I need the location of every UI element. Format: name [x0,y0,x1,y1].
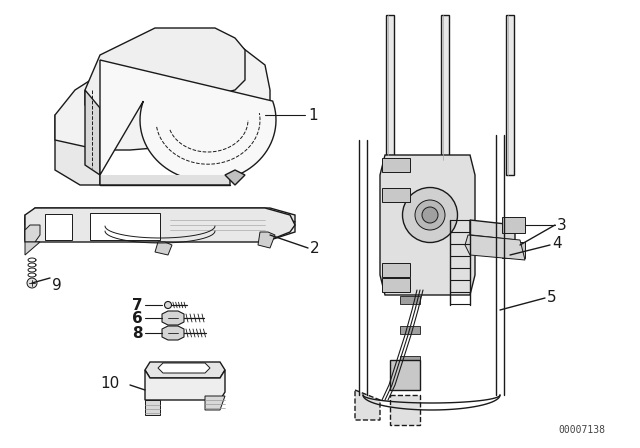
Polygon shape [390,360,420,390]
Polygon shape [45,214,72,240]
Polygon shape [55,115,100,185]
Polygon shape [85,90,100,175]
Text: 10: 10 [100,375,119,391]
Polygon shape [382,158,410,172]
Text: 6: 6 [132,310,143,326]
Polygon shape [380,155,475,295]
Circle shape [27,278,37,288]
Text: 00007138: 00007138 [558,425,605,435]
Text: 2: 2 [310,241,319,255]
Polygon shape [90,213,160,240]
Polygon shape [400,356,420,364]
Polygon shape [386,15,394,155]
Polygon shape [470,220,515,240]
Polygon shape [55,38,270,150]
Polygon shape [162,326,184,340]
Polygon shape [502,242,525,258]
Polygon shape [25,208,295,242]
Polygon shape [400,296,420,304]
Polygon shape [382,278,410,292]
Polygon shape [100,60,276,181]
Polygon shape [382,188,410,202]
Text: 7: 7 [132,297,143,313]
Ellipse shape [415,200,445,230]
Text: 4: 4 [552,236,562,250]
Polygon shape [258,232,275,248]
Polygon shape [506,15,514,175]
Polygon shape [25,242,40,255]
Polygon shape [158,363,210,373]
Polygon shape [25,225,40,242]
Polygon shape [355,390,380,420]
Text: 1: 1 [308,108,317,122]
Polygon shape [382,263,410,277]
Polygon shape [390,395,420,425]
Text: 9: 9 [52,277,61,293]
Polygon shape [502,217,525,233]
Circle shape [164,302,172,309]
Text: 8: 8 [132,326,143,340]
Ellipse shape [403,188,458,242]
Polygon shape [465,235,525,260]
Polygon shape [441,15,449,160]
Polygon shape [145,362,225,378]
Polygon shape [25,208,295,225]
Text: 3: 3 [557,217,567,233]
Polygon shape [145,400,160,415]
Circle shape [422,207,438,223]
Polygon shape [25,215,295,240]
Polygon shape [225,170,245,185]
Polygon shape [155,242,172,255]
Polygon shape [400,326,420,334]
Text: 5: 5 [547,289,557,305]
Polygon shape [162,311,184,325]
Polygon shape [85,28,245,108]
Polygon shape [100,175,235,185]
Polygon shape [145,370,225,400]
Polygon shape [205,396,225,410]
